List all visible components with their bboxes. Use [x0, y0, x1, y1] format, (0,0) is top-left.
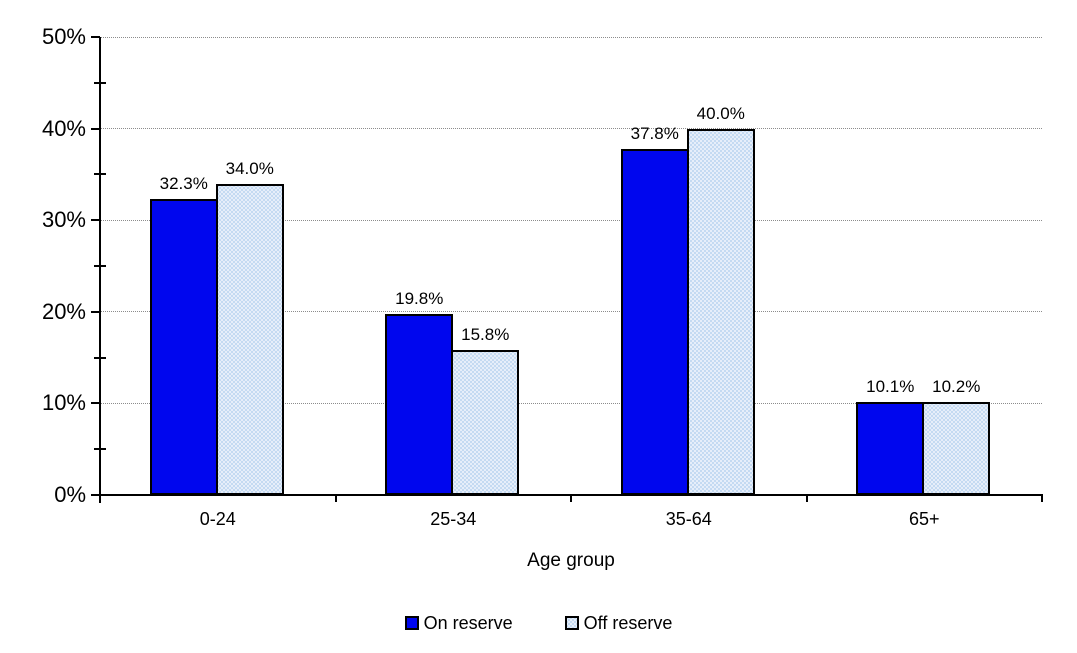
legend: On reserve Off reserve	[0, 610, 1077, 636]
y-tick-label: 40%	[41, 115, 86, 141]
bar-off-reserve-25-34	[451, 350, 520, 495]
legend-swatch-on-reserve	[404, 616, 419, 630]
y-major-tick	[91, 310, 100, 313]
y-gridline	[100, 36, 1042, 38]
bar-value-label: 15.8%	[461, 325, 510, 345]
bar-value-label: 32.3%	[159, 174, 208, 194]
y-tick-label: 10%	[41, 390, 86, 416]
legend-item-on-reserve: On reserve	[404, 610, 513, 636]
y-gridline	[100, 402, 1042, 404]
bar-value-label: 34.0%	[225, 158, 274, 178]
x-tick-label: 35-64	[665, 509, 712, 529]
y-major-tick	[91, 36, 100, 38]
x-boundary-tick	[570, 495, 572, 502]
y-tick-label: 0%	[54, 482, 86, 507]
x-tick-label: 65+	[908, 509, 940, 529]
bar-value-label: 10.1%	[866, 377, 915, 397]
bar-off-reserve-0-24	[215, 183, 284, 495]
y-major-tick	[91, 494, 100, 496]
y-tick-label: 50%	[41, 24, 86, 49]
legend-swatch-off-reserve	[564, 616, 579, 630]
legend-label-off-reserve: Off reserve	[583, 613, 673, 633]
bar-on-reserve-65-	[856, 402, 925, 495]
x-boundary-tick	[805, 495, 808, 502]
y-gridline	[100, 219, 1042, 221]
x-tick-label: 25-34	[430, 509, 477, 529]
y-axis-line	[99, 37, 101, 503]
legend-item-off-reserve: Off reserve	[564, 610, 673, 636]
bar-value-label: 10.2%	[932, 376, 981, 396]
y-major-tick	[91, 402, 100, 405]
x-axis-title: Age group	[527, 550, 615, 571]
y-gridline	[100, 311, 1042, 313]
legend-label-on-reserve: On reserve	[423, 613, 513, 633]
y-major-tick	[91, 219, 100, 222]
y-tick-label: 30%	[41, 207, 86, 233]
bar-value-label: 37.8%	[630, 123, 679, 143]
x-boundary-tick	[1041, 495, 1043, 502]
y-major-tick	[91, 127, 100, 130]
y-tick-label: 20%	[41, 298, 86, 324]
bar-value-label: 19.8%	[395, 288, 444, 308]
bar-value-label: 40.0%	[696, 103, 745, 123]
x-tick-label: 0-24	[199, 509, 236, 529]
bar-off-reserve-35-64	[686, 128, 755, 495]
bar-on-reserve-0-24	[149, 199, 218, 495]
y-gridline	[100, 128, 1042, 130]
x-boundary-tick	[334, 495, 337, 502]
bar-on-reserve-35-64	[620, 148, 689, 495]
bar-off-reserve-65-	[922, 401, 991, 495]
